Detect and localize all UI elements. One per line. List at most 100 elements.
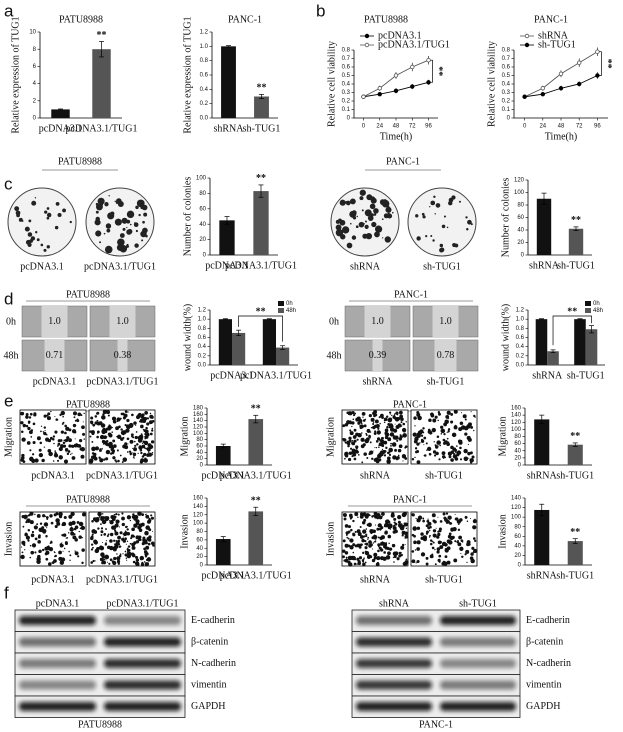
cell <box>92 423 96 427</box>
cell <box>21 540 26 545</box>
cell <box>344 441 347 444</box>
cell <box>416 450 420 453</box>
significance: ** <box>251 496 261 507</box>
cell <box>34 537 38 541</box>
cell <box>54 513 57 516</box>
colony-dot <box>432 239 435 242</box>
cell <box>38 534 41 537</box>
y-tick-label: 0 <box>33 116 37 122</box>
cell <box>373 552 378 557</box>
legend-label: sh-TUG1 <box>538 39 576 50</box>
x-tick-label: 0 <box>362 124 366 130</box>
y-tick-label: 20 <box>517 240 524 246</box>
cell <box>132 452 134 454</box>
cell <box>44 433 47 436</box>
cell <box>425 530 429 534</box>
cell <box>140 450 142 452</box>
cell <box>411 533 415 537</box>
cell <box>415 562 417 564</box>
cell <box>39 441 43 445</box>
cell <box>467 542 471 546</box>
y-tick-label: 0.8 <box>516 326 525 332</box>
cell <box>404 457 408 460</box>
cell <box>416 547 420 551</box>
colony-dot <box>31 200 37 206</box>
colony-dot <box>138 213 141 217</box>
row-label: Invasion <box>3 522 14 556</box>
cell <box>383 417 388 422</box>
cell <box>372 514 375 517</box>
colony-dot <box>105 223 112 229</box>
significance-bracket <box>552 315 592 346</box>
panel-title: PATU8988 <box>58 156 102 167</box>
colony-dot <box>141 239 144 242</box>
cell <box>65 537 67 539</box>
cell <box>423 454 425 456</box>
colony-dot <box>18 217 23 222</box>
cell <box>432 529 437 533</box>
cell <box>402 422 406 426</box>
cell <box>383 551 386 554</box>
cell <box>397 454 400 457</box>
y-tick-label: 120 <box>193 512 204 518</box>
cell <box>401 534 404 537</box>
cell <box>50 541 53 544</box>
cell <box>372 450 374 452</box>
panel-letter: f <box>4 583 9 602</box>
blot-band <box>440 616 516 625</box>
cell <box>342 549 346 553</box>
colony-dot <box>140 230 147 238</box>
cell <box>444 547 448 551</box>
cell <box>414 456 416 459</box>
cell <box>388 451 391 454</box>
cell <box>142 442 144 445</box>
cell <box>64 431 67 435</box>
cell <box>50 410 52 413</box>
cell <box>73 416 76 419</box>
colony-dot <box>57 212 62 218</box>
cell <box>113 539 116 542</box>
bar <box>585 329 598 365</box>
cell <box>434 548 436 551</box>
cell <box>137 438 143 443</box>
blot-band <box>104 616 181 625</box>
cell <box>380 436 384 440</box>
cell <box>380 525 382 527</box>
cell <box>389 411 392 414</box>
cell <box>21 430 24 433</box>
y-axis-label: Migration <box>179 417 190 457</box>
cell <box>375 440 379 443</box>
y-tick-label: 0 <box>200 463 204 469</box>
cell <box>357 421 361 425</box>
cell <box>143 418 146 421</box>
cell <box>61 523 64 527</box>
cell <box>92 546 94 549</box>
colony-dot <box>133 222 139 228</box>
cell <box>349 431 354 436</box>
colony-dot <box>441 224 446 229</box>
cell <box>130 552 135 557</box>
cell <box>347 525 352 529</box>
cell <box>65 426 70 431</box>
legend-marker <box>364 33 370 39</box>
cell <box>29 449 32 452</box>
cell <box>146 417 150 420</box>
legend-swatch <box>278 301 284 306</box>
colony-dot <box>339 199 346 206</box>
cell <box>381 512 385 516</box>
y-axis-label: Relative cell viability <box>486 41 497 127</box>
protein-label: GAPDH <box>191 701 225 712</box>
colony-dot <box>122 227 126 231</box>
cell <box>74 551 77 554</box>
colony-dot <box>117 200 124 207</box>
cell <box>405 421 407 423</box>
cell <box>110 448 114 452</box>
cell <box>446 539 451 544</box>
cell <box>124 410 128 413</box>
cell <box>363 557 365 559</box>
cell <box>111 431 114 433</box>
colony-dot <box>108 195 110 197</box>
cell <box>351 454 354 458</box>
cell <box>111 517 116 522</box>
cell <box>429 525 432 529</box>
